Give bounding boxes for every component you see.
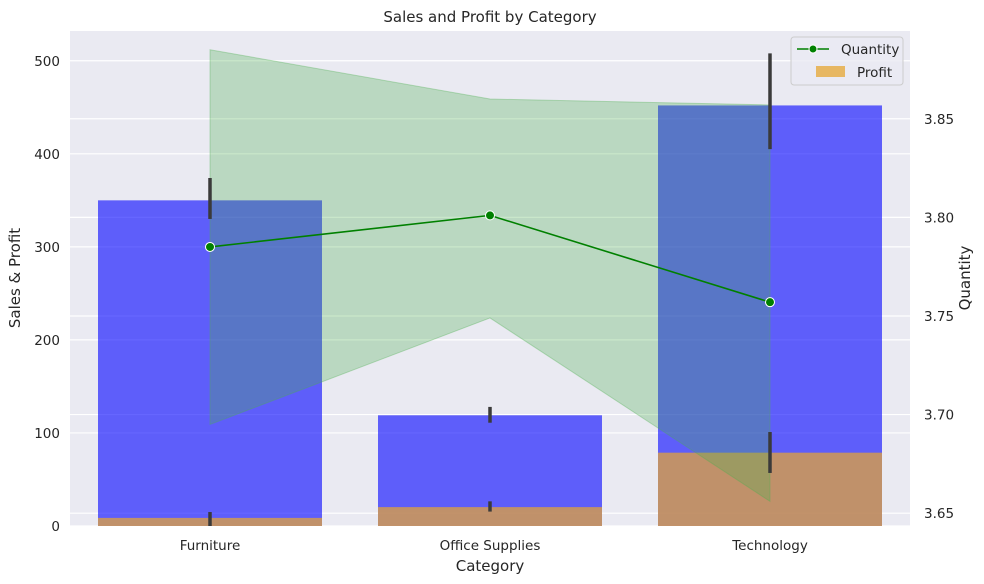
chart-title: Sales and Profit by Category xyxy=(383,8,596,26)
legend-profit-label: Profit xyxy=(857,65,892,81)
sales-bar-0 xyxy=(98,200,322,526)
legend-quantity-label: Quantity xyxy=(841,42,899,58)
y-axis-label: Sales & Profit xyxy=(6,228,24,328)
quantity-ci-area xyxy=(209,49,771,503)
y-tick-0: 0 xyxy=(51,519,60,535)
y-tick-2: 200 xyxy=(34,333,60,349)
x-tick-1: Office Supplies xyxy=(440,538,541,554)
y2-tick-4: 3.85 xyxy=(924,112,954,128)
y2-axis-label: Quantity xyxy=(956,245,974,310)
y-tick-labels: 0 100 200 300 400 500 xyxy=(34,54,60,535)
legend-profit-patch xyxy=(816,66,845,77)
y-tick-5: 500 xyxy=(34,54,60,70)
quantity-point-2 xyxy=(765,297,775,308)
profit-bar-1 xyxy=(378,507,602,526)
y-tick-1: 100 xyxy=(34,426,60,442)
legend: Quantity Profit xyxy=(790,36,904,86)
x-tick-labels: Furniture Office Supplies Technology xyxy=(180,538,808,554)
y2-tick-1: 3.70 xyxy=(924,408,954,424)
y-tick-4: 400 xyxy=(34,147,60,163)
x-tick-0: Furniture xyxy=(180,538,241,554)
y2-tick-labels: 3.65 3.70 3.75 3.80 3.85 xyxy=(924,112,954,522)
quantity-ci-band xyxy=(209,49,771,503)
y-tick-3: 300 xyxy=(34,240,60,256)
y2-tick-3: 3.80 xyxy=(924,210,954,226)
quantity-point-0 xyxy=(205,241,215,252)
x-axis-label: Category xyxy=(456,557,525,575)
quantity-line xyxy=(205,210,775,308)
x-tick-2: Technology xyxy=(731,538,808,554)
y2-tick-0: 3.65 xyxy=(924,506,954,522)
y2-tick-2: 3.75 xyxy=(924,309,954,325)
error-bars xyxy=(208,53,772,526)
quantity-point-1 xyxy=(485,210,495,221)
legend-quantity-marker xyxy=(808,44,818,54)
